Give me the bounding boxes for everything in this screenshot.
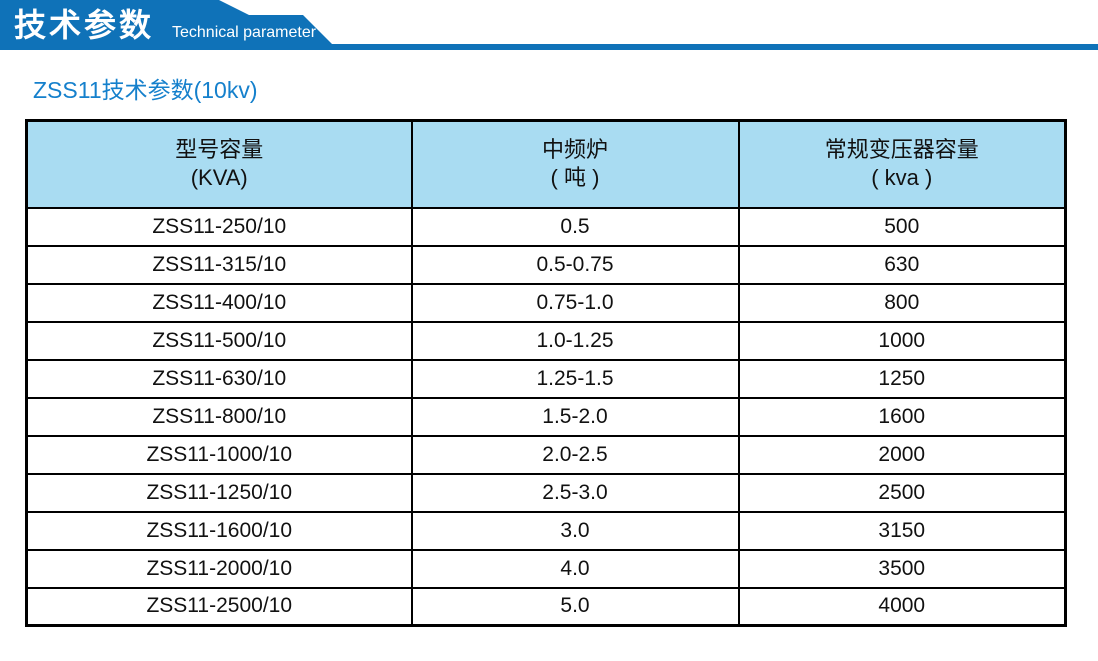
table-row: ZSS11-400/10 0.75-1.0 800: [25, 282, 1067, 323]
table-row: ZSS11-1000/10 2.0-2.5 2000: [25, 434, 1067, 475]
table-row: ZSS11-800/10 1.5-2.0 1600: [25, 396, 1067, 437]
cell-transformer: 3150: [737, 510, 1067, 551]
cell-transformer: 1600: [737, 396, 1067, 437]
banner: 技术参数 Technical parameter: [0, 0, 1098, 50]
cell-transformer: 630: [737, 244, 1067, 285]
cell-transformer: 800: [737, 282, 1067, 323]
cell-model: ZSS11-1000/10: [25, 434, 413, 475]
cell-model: ZSS11-1250/10: [25, 472, 413, 513]
cell-furnace: 0.5: [410, 206, 740, 247]
cell-model: ZSS11-2000/10: [25, 548, 413, 589]
cell-furnace: 1.25-1.5: [410, 358, 740, 399]
cell-model: ZSS11-2500/10: [25, 586, 413, 627]
cell-transformer: 2000: [737, 434, 1067, 475]
spec-table: 型号容量 (KVA) 中频炉 ( 吨 ) 常规变压器容量 ( kva ) ZSS…: [25, 119, 1067, 627]
cell-transformer: 500: [737, 206, 1067, 247]
cell-model: ZSS11-315/10: [25, 244, 413, 285]
table-row: ZSS11-250/10 0.5 500: [25, 206, 1067, 247]
cell-furnace: 4.0: [410, 548, 740, 589]
header-transformer-title: 常规变压器容量: [824, 136, 979, 162]
cell-model: ZSS11-630/10: [25, 358, 413, 399]
cell-model: ZSS11-800/10: [25, 396, 413, 437]
header-cell-model: 型号容量 (KVA): [25, 119, 413, 209]
header-model-unit: (KVA): [190, 165, 248, 191]
banner-title-cn: 技术参数: [14, 7, 155, 43]
table-row: ZSS11-500/10 1.0-1.25 1000: [25, 320, 1067, 361]
cell-furnace: 2.0-2.5: [410, 434, 740, 475]
cell-furnace: 1.0-1.25: [410, 320, 740, 361]
header-cell-transformer: 常规变压器容量 ( kva ): [737, 119, 1067, 209]
cell-model: ZSS11-400/10: [25, 282, 413, 323]
header-transformer-unit: ( kva ): [871, 165, 933, 191]
cell-furnace: 5.0: [410, 586, 740, 627]
table-row: ZSS11-630/10 1.25-1.5 1250: [25, 358, 1067, 399]
banner-ribbon-shape: [0, 0, 1098, 50]
cell-furnace: 2.5-3.0: [410, 472, 740, 513]
cell-furnace: 3.0: [410, 510, 740, 551]
cell-furnace: 0.75-1.0: [410, 282, 740, 323]
table-row: ZSS11-1250/10 2.5-3.0 2500: [25, 472, 1067, 513]
table-row: ZSS11-1600/10 3.0 3150: [25, 510, 1067, 551]
header-model-title: 型号容量: [175, 136, 264, 162]
cell-furnace: 0.5-0.75: [410, 244, 740, 285]
banner-title-en: Technical parameter: [172, 24, 317, 41]
table-header-row: 型号容量 (KVA) 中频炉 ( 吨 ) 常规变压器容量 ( kva ): [25, 119, 1067, 209]
cell-transformer: 4000: [737, 586, 1067, 627]
section-title: ZSS11技术参数(10kv): [33, 77, 258, 103]
header-furnace-title: 中频炉: [541, 136, 608, 162]
cell-transformer: 1000: [737, 320, 1067, 361]
header-furnace-unit: ( 吨 ): [550, 165, 600, 191]
header-cell-furnace: 中频炉 ( 吨 ): [410, 119, 740, 209]
cell-model: ZSS11-250/10: [25, 206, 413, 247]
cell-model: ZSS11-1600/10: [25, 510, 413, 551]
cell-furnace: 1.5-2.0: [410, 396, 740, 437]
table-row: ZSS11-2500/10 5.0 4000: [25, 586, 1067, 627]
cell-transformer: 3500: [737, 548, 1067, 589]
cell-model: ZSS11-500/10: [25, 320, 413, 361]
cell-transformer: 1250: [737, 358, 1067, 399]
cell-transformer: 2500: [737, 472, 1067, 513]
table-row: ZSS11-2000/10 4.0 3500: [25, 548, 1067, 589]
table-row: ZSS11-315/10 0.5-0.75 630: [25, 244, 1067, 285]
